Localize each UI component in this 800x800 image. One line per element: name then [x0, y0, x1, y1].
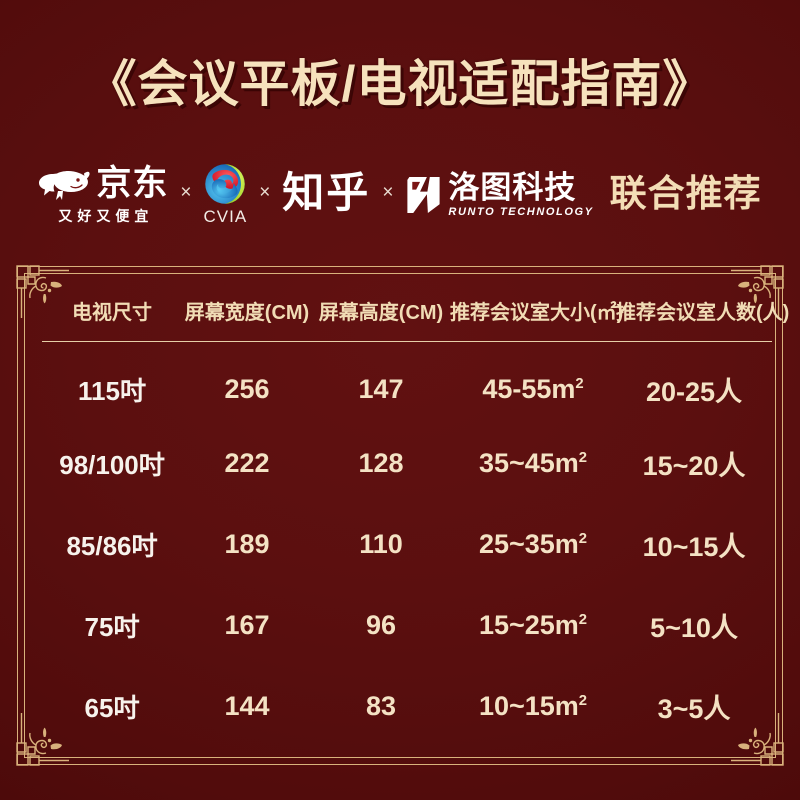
cvia-wordmark: CVIA — [203, 207, 248, 226]
cell-screen-height: 96 — [365, 609, 397, 640]
cell-room-size-unit: 2 — [578, 692, 588, 709]
logo-separator-1: × — [180, 181, 192, 203]
column-header-tv-size: 电视尺寸 — [72, 302, 152, 324]
corner-ornament-top-left-icon — [16, 265, 69, 318]
cell-room-people: 5~10人 — [650, 612, 738, 643]
column-header-room-size: 推荐会议室大小(㎡) — [450, 302, 624, 324]
cell-room-size-unit: 2 — [578, 530, 588, 547]
cell-room-size: 25~35m2 — [450, 504, 616, 585]
cell-room-size-unit: 2 — [575, 375, 584, 392]
table-header: 电视尺寸 屏幕宽度(CM) 屏幕高度(CM) 推荐会议室大小(㎡) 推荐会议室人… — [42, 296, 790, 342]
cell-room-size-text: 45-55m — [482, 373, 576, 404]
column-header-room-people: 推荐会议室人数(人) — [616, 302, 790, 324]
table-row: 85/86吋 189 110 25~35m2 10~15人 — [42, 504, 772, 585]
corner-ornament-bottom-left-icon — [16, 713, 69, 766]
runto-logo: 洛图科技 RUNTO TECHNOLOGY — [405, 172, 593, 218]
partner-logo-row: 京东 又好又便宜 × — [0, 152, 800, 238]
table-header-row: 电视尺寸 屏幕宽度(CM) 屏幕高度(CM) 推荐会议室大小(㎡) 推荐会议室人… — [42, 296, 790, 342]
cell-room-size-text: 35~45m — [478, 447, 579, 478]
table-row: 115吋 256 147 45-55m2 20-25人 — [42, 342, 772, 423]
cell-room-size: 45-55m2 — [450, 342, 616, 423]
page-title: 《会议平板/电视适配指南》 — [86, 56, 714, 112]
cell-screen-height: 110 — [359, 528, 403, 559]
tv-size-spec-table: 电视尺寸 屏幕宽度(CM) 屏幕高度(CM) 推荐会议室大小(㎡) 推荐会议室人… — [42, 296, 790, 747]
cell-tv-size: 98/100吋 — [59, 449, 165, 480]
cell-room-size-unit: 2 — [578, 449, 588, 466]
jd-logo-top: 京东 — [38, 165, 168, 201]
cell-room-size-unit: 2 — [578, 611, 588, 628]
cell-screen-height: 128 — [358, 447, 404, 478]
zhihu-wordmark: 知乎 — [282, 169, 371, 216]
zhihu-logo: 知乎 — [282, 172, 370, 218]
cell-room-size-text: 10~15m — [478, 690, 579, 721]
cell-tv-size: 115吋 — [78, 375, 146, 406]
cell-room-people: 20-25人 — [645, 376, 743, 407]
cell-room-people: 15~20人 — [642, 450, 746, 481]
title-block: 《会议平板/电视适配指南》 — [0, 44, 800, 116]
cell-room-size: 35~45m2 — [450, 423, 616, 504]
runto-wordmark-cn: 洛图科技 — [448, 170, 577, 206]
cell-screen-width: 167 — [224, 609, 270, 640]
logo-separator-2: × — [259, 181, 271, 203]
cell-screen-width: 144 — [224, 690, 270, 721]
column-header-screen-height: 屏幕高度(CM) — [318, 302, 444, 324]
corner-ornament-bottom-right-icon — [731, 713, 784, 766]
runto-text: 洛图科技 RUNTO TECHNOLOGY — [448, 172, 593, 218]
runto-wordmark-en: RUNTO TECHNOLOGY — [448, 205, 594, 218]
frame-inner-line — [24, 273, 776, 758]
cell-room-size: 15~25m2 — [450, 585, 616, 666]
logo-separator-3: × — [382, 181, 394, 203]
cell-screen-width: 189 — [224, 528, 270, 559]
cell-room-people: 3~5人 — [657, 693, 731, 724]
cell-room-people: 10~15人 — [642, 531, 746, 562]
table-row: 75吋 167 96 15~25m2 5~10人 — [42, 585, 772, 666]
cell-screen-height: 147 — [358, 373, 404, 404]
cell-screen-width: 222 — [224, 447, 270, 478]
cell-tv-size: 65吋 — [84, 692, 140, 723]
cell-room-size-text: 25~35m — [478, 528, 579, 559]
cell-tv-size: 75吋 — [84, 611, 140, 642]
cvia-swirl-icon — [205, 164, 246, 204]
cell-room-size: 10~15m2 — [450, 666, 616, 747]
jd-wordmark: 京东 — [96, 163, 169, 203]
frame-outer-line — [17, 266, 783, 765]
corner-ornament-top-right-icon — [731, 265, 784, 318]
cell-tv-size: 85/86吋 — [66, 530, 158, 561]
ornamental-frame — [16, 265, 784, 766]
jd-dog-icon — [39, 170, 90, 200]
jd-slogan: 又好又便宜 — [58, 207, 154, 224]
column-header-screen-width: 屏幕宽度(CM) — [184, 302, 310, 324]
table-row: 98/100吋 222 128 35~45m2 15~20人 — [42, 423, 772, 504]
cell-room-size-text: 15~25m — [478, 609, 579, 640]
table-row: 65吋 144 83 10~15m2 3~5人 — [42, 666, 772, 747]
runto-r-icon — [407, 176, 441, 214]
joint-recommend-text: 联合推荐 — [609, 173, 762, 214]
cvia-logo: CVIA — [204, 163, 248, 227]
cell-screen-width: 256 — [224, 373, 270, 404]
cell-screen-height: 83 — [365, 690, 397, 721]
jd-logo: 京东 又好又便宜 — [38, 165, 168, 226]
table-body: 115吋 256 147 45-55m2 20-25人 98/100吋 222 128 35~4… — [42, 342, 772, 747]
